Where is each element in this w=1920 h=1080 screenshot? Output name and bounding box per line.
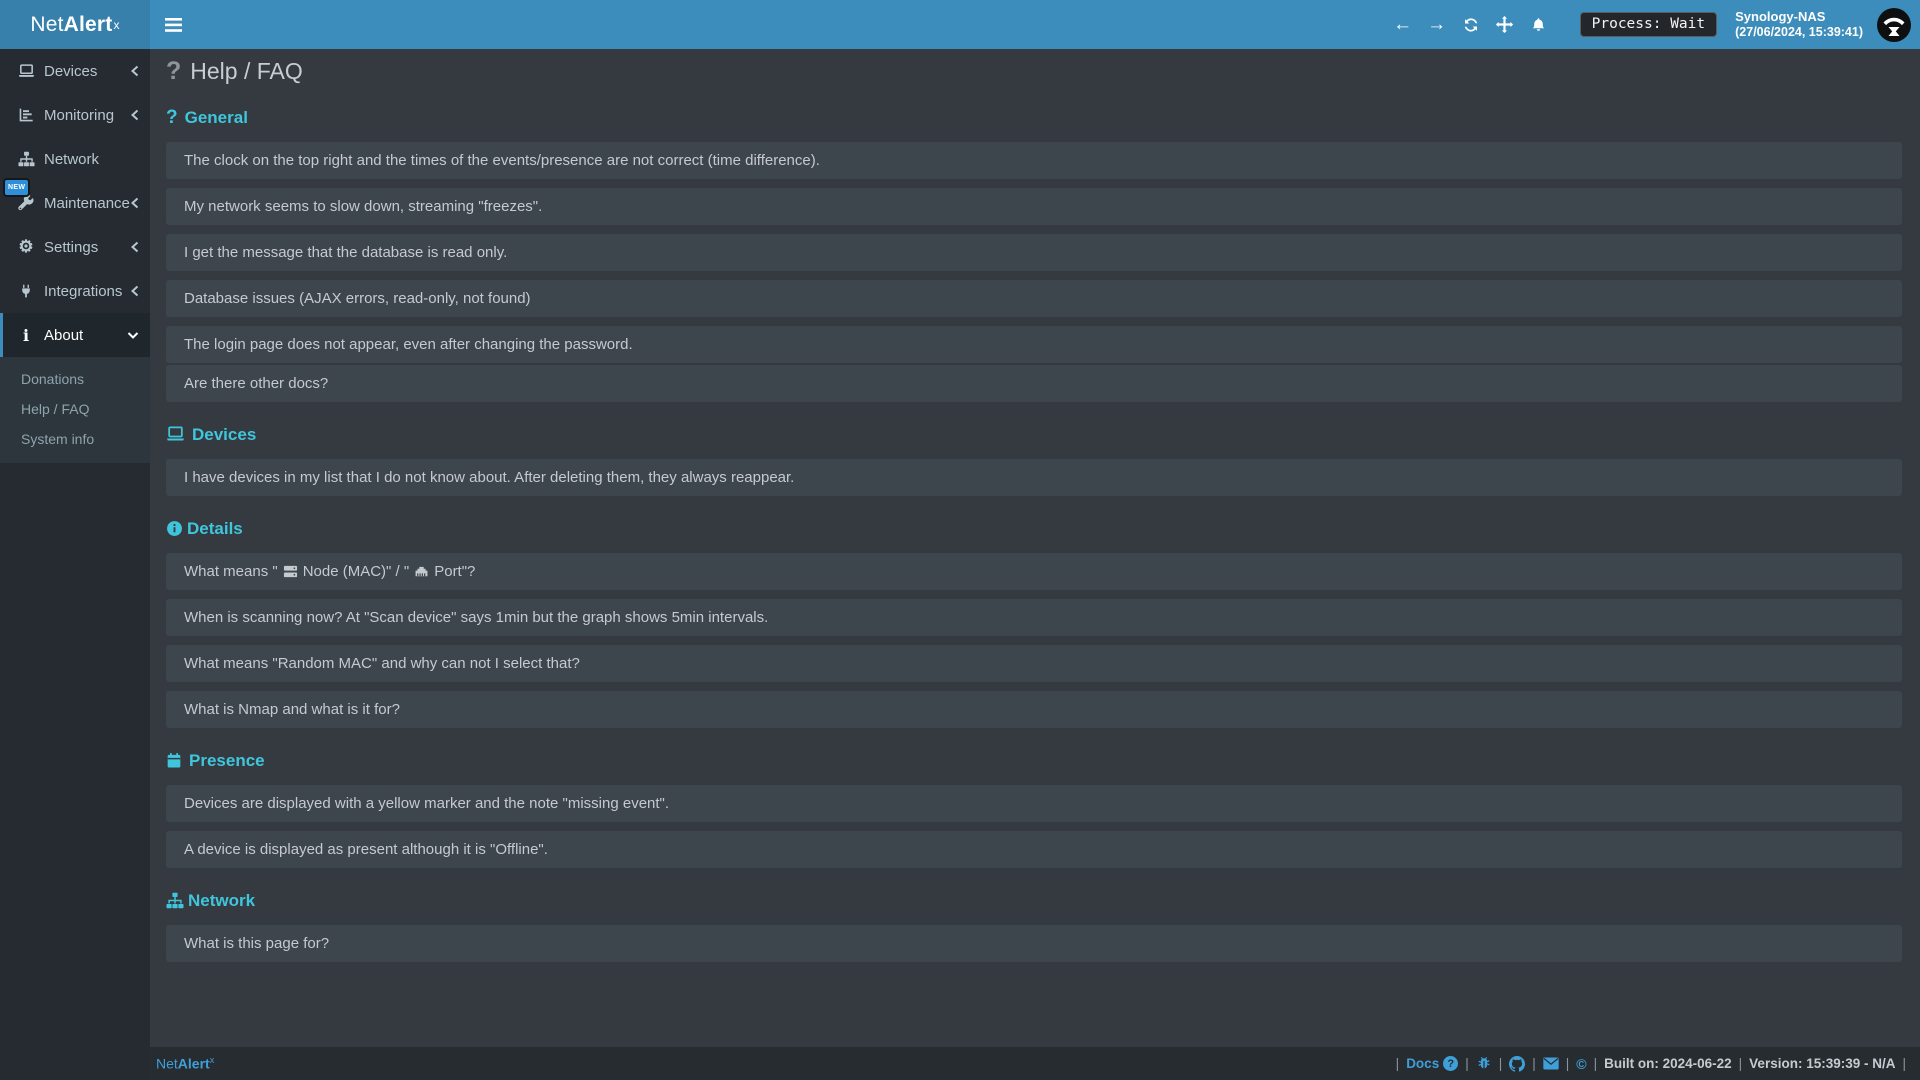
sitemap-icon [17, 151, 35, 167]
faq-item[interactable]: Database issues (AJAX errors, read-only,… [166, 280, 1902, 317]
sidebar-item-monitoring[interactable]: Monitoring [0, 93, 150, 137]
question-icon: ? [166, 56, 182, 85]
submenu-item-help-faq[interactable]: Help / FAQ [21, 401, 90, 417]
new-feature-badge: NEW [3, 178, 31, 197]
bell-icon [1532, 17, 1545, 31]
about-submenu: Donations Help / FAQ System info [0, 357, 150, 463]
gear-icon: ⚙ [18, 237, 34, 256]
sidebar-item-integrations[interactable]: Integrations [0, 269, 150, 313]
docs-link[interactable]: Docs ? [1406, 1056, 1459, 1071]
faq-item[interactable]: What is this page for? [166, 925, 1902, 962]
chevron-down-icon [127, 331, 139, 340]
faq-item[interactable]: What is Nmap and what is it for? [166, 691, 1902, 728]
help-question-circle-icon[interactable]: ? [1443, 1056, 1459, 1071]
chevron-left-icon [130, 285, 139, 297]
arrow-left-icon: ← [1393, 13, 1413, 35]
section-header-presence: Presence [166, 750, 1902, 771]
sidebar-item-label: Devices [44, 62, 98, 80]
faq-item-node-port[interactable]: What means " Node (MAC)" / " Port"? [166, 553, 1902, 590]
host-name: Synology-NAS [1735, 8, 1826, 24]
ethernet-icon [414, 564, 429, 579]
version-text: Version: 15:39:39 - N/A [1749, 1056, 1896, 1071]
navbar-right-group: ← → Process: Wait Synology-NAS (27/06/20… [1386, 0, 1920, 49]
chevron-left-icon [130, 197, 139, 209]
footer-links: | Docs ? | | | | © | Built on: 2024-06-2… [1395, 1055, 1906, 1072]
chevron-left-icon [130, 109, 139, 121]
faq-item[interactable]: A device is displayed as present althoug… [166, 831, 1902, 868]
user-avatar[interactable] [1876, 7, 1912, 43]
host-info: Synology-NAS (27/06/2024, 15:39:41) [1735, 9, 1863, 41]
bug-report-link[interactable] [1476, 1056, 1492, 1071]
hamburger-icon [164, 17, 182, 32]
faq-item[interactable]: What means "Random MAC" and why can not … [166, 645, 1902, 682]
footer-brand-link[interactable]: NetAlertx [156, 1055, 215, 1072]
sitemap-icon [166, 892, 184, 909]
content-area: ? Help / FAQ ? General The clock on the … [150, 49, 1920, 962]
notifications-button[interactable] [1522, 0, 1556, 49]
sidebar: Devices Monitoring Network Maintenance ⚙… [0, 49, 150, 1080]
section-header-devices: Devices [166, 424, 1902, 445]
brand-text: Net [30, 12, 64, 36]
section-header-general: ? General [166, 106, 248, 128]
plug-icon [17, 283, 35, 299]
built-on-text: Built on: 2024-06-22 [1604, 1056, 1732, 1071]
faq-item[interactable]: The clock on the top right and the times… [166, 142, 1902, 179]
faq-item[interactable]: Devices are displayed with a yellow mark… [166, 785, 1902, 822]
faq-item[interactable]: I get the message that the database is r… [166, 234, 1902, 271]
chart-icon [17, 107, 35, 123]
sidebar-item-label: Maintenance [44, 194, 130, 212]
process-status-badge: Process: Wait [1579, 12, 1718, 37]
faq-item[interactable]: My network seems to slow down, streaming… [166, 188, 1902, 225]
info-circle-icon [166, 520, 183, 537]
server-icon [283, 564, 298, 579]
laptop-icon [17, 63, 35, 79]
refresh-icon [1464, 17, 1477, 32]
section-header-network: Network [166, 890, 1902, 911]
footer: NetAlertx | Docs ? | | | | © | B [150, 1047, 1920, 1080]
info-icon: i [22, 325, 30, 345]
sidebar-item-label: Network [44, 150, 100, 168]
submenu-item-donations[interactable]: Donations [21, 371, 85, 387]
sidebar-item-devices[interactable]: Devices [0, 49, 150, 93]
arrows-move-icon [1496, 15, 1514, 34]
move-button[interactable] [1488, 0, 1522, 49]
section-header-details: Details [166, 518, 1902, 539]
wrench-icon [17, 195, 35, 211]
sidebar-item-maintenance[interactable]: Maintenance [0, 181, 150, 225]
page-title: ? Help / FAQ [166, 56, 303, 85]
sidebar-item-about[interactable]: i About [0, 313, 150, 357]
sidebar-item-label: Monitoring [44, 106, 115, 124]
sidebar-item-label: About [44, 326, 84, 344]
host-timestamp: (27/06/2024, 15:39:41) [1735, 24, 1863, 39]
arrow-right-icon: → [1427, 13, 1447, 35]
sidebar-item-label: Integrations [44, 282, 123, 300]
sidebar-item-network[interactable]: Network [0, 137, 150, 181]
copyright-icon[interactable]: © [1576, 1055, 1587, 1072]
submenu-item-system-info[interactable]: System info [21, 431, 95, 447]
question-icon: ? [166, 106, 178, 128]
sidebar-item-label: Settings [44, 238, 99, 256]
faq-item[interactable]: When is scanning now? At "Scan device" s… [166, 599, 1902, 636]
sidebar-item-settings[interactable]: ⚙ Settings [0, 225, 150, 269]
chevron-left-icon [130, 241, 139, 253]
sidebar-toggle-button[interactable] [150, 0, 196, 49]
refresh-button[interactable] [1454, 0, 1488, 49]
faq-item[interactable]: Are there other docs? [166, 365, 1902, 402]
email-link[interactable] [1543, 1057, 1559, 1070]
back-button[interactable]: ← [1386, 0, 1420, 49]
chevron-left-icon [130, 65, 139, 77]
top-navbar: Net Alert x ← → Process: Wait Synology-NAS… [0, 0, 1920, 49]
app-logo[interactable]: Net Alert x [0, 0, 150, 49]
forward-button[interactable]: → [1420, 0, 1454, 49]
faq-item[interactable]: I have devices in my list that I do not … [166, 459, 1902, 496]
envelope-icon [1543, 1057, 1559, 1070]
github-link[interactable] [1509, 1055, 1526, 1072]
faq-item[interactable]: The login page does not appear, even aft… [166, 326, 1902, 363]
bug-icon [1478, 1056, 1490, 1069]
laptop-icon [166, 426, 185, 443]
calendar-icon [166, 752, 182, 769]
github-icon [1509, 1055, 1526, 1072]
